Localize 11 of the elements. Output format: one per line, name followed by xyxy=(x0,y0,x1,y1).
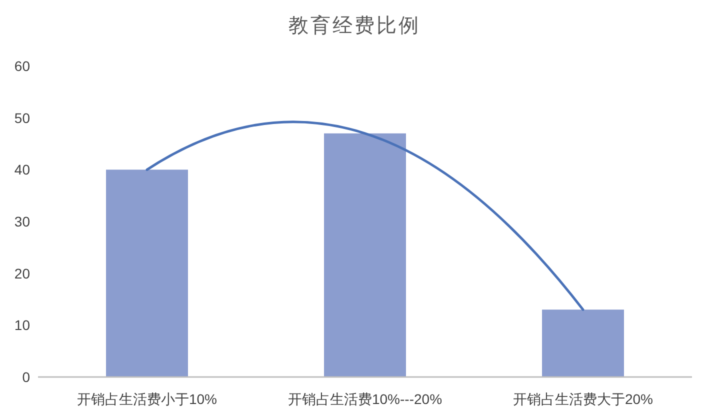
x-tick-label: 开销占生活费小于10% xyxy=(76,391,218,407)
y-tick-label: 50 xyxy=(14,110,30,126)
title: 教育经费比例 xyxy=(288,15,420,37)
y-tick-label: 30 xyxy=(14,214,30,230)
x-tick-label: 开销占生活费10%---20% xyxy=(288,391,442,407)
x-tick-label: 开销占生活费大于20% xyxy=(512,391,654,407)
y-tick-label: 0 xyxy=(22,369,30,385)
y-tick-label: 60 xyxy=(14,58,30,74)
y-tick-label: 40 xyxy=(14,162,30,178)
y-tick-label: 20 xyxy=(14,265,30,282)
y-tick-label: 10 xyxy=(14,317,30,334)
